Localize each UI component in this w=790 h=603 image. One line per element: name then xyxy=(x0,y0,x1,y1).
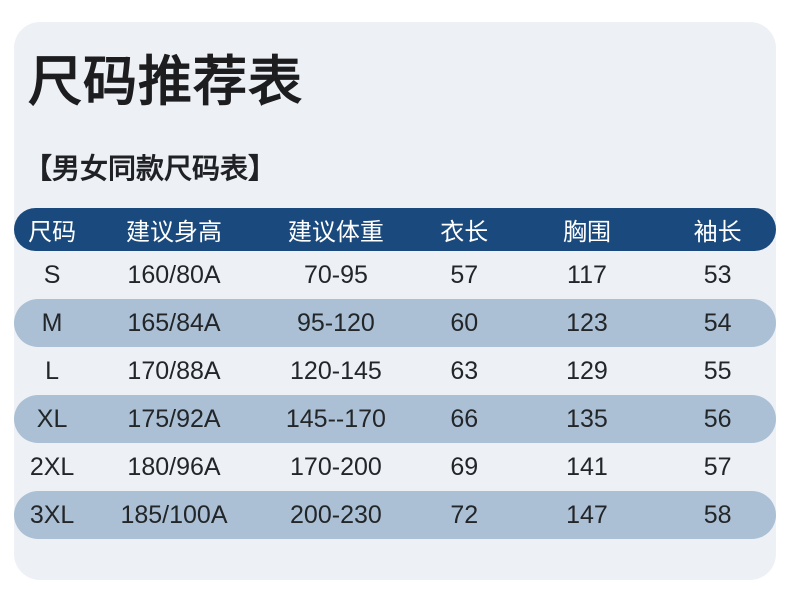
header-cell: 建议身高 xyxy=(126,219,222,247)
table-cell: XL xyxy=(36,404,68,433)
table-cell: 117 xyxy=(567,260,607,289)
table-cell: 165/84A xyxy=(127,308,221,337)
table-cell: 170/88A xyxy=(127,356,221,385)
table-cell: 60 xyxy=(450,308,479,337)
table-cell: L xyxy=(45,356,60,385)
header-cell: 尺码 xyxy=(28,219,77,247)
table-cell: 135 xyxy=(566,404,608,433)
page-title: 尺码推荐表 xyxy=(28,52,303,112)
header-cell: 胸围 xyxy=(562,219,611,247)
table-cell: 120-145 xyxy=(290,356,382,385)
table-row: 2XL 180/96A 170-200 69 141 57 xyxy=(14,443,776,491)
table-cell: 129 xyxy=(566,356,608,385)
table-row: 3XL 185/100A 200-230 72 147 58 xyxy=(14,491,776,540)
table-row: L 170/88A 120-145 63 129 55 xyxy=(14,347,776,395)
table-cell: 72 xyxy=(450,500,479,529)
table-cell: 66 xyxy=(450,404,479,433)
size-chart-card: 尺码推荐表 【男女同款尺码表】 尺码 建议身高 建议体重 衣长 胸围 袖长 S 160/80… xyxy=(14,22,776,580)
header-cell: 衣长 xyxy=(440,219,489,247)
table-cell: 123 xyxy=(566,308,608,337)
table-cell: 56 xyxy=(703,404,732,433)
section-subtitle: 【男女同款尺码表】 xyxy=(24,152,277,184)
table-cell: 53 xyxy=(703,260,732,289)
table-row: M 165/84A 95-120 60 123 54 xyxy=(14,299,776,348)
table-cell: 175/92A xyxy=(127,404,221,433)
header-cell: 袖长 xyxy=(693,219,742,247)
table-row: XL 175/92A 145--170 66 135 56 xyxy=(14,395,776,444)
table-row: S 160/80A 70-95 57 117 53 xyxy=(14,251,776,299)
table-cell: 3XL xyxy=(29,500,75,529)
table-cell: 147 xyxy=(566,500,608,529)
table-cell: 70-95 xyxy=(303,260,368,289)
size-table-header: 尺码 建议身高 建议体重 衣长 胸围 袖长 xyxy=(14,208,776,252)
table-cell: 95-120 xyxy=(296,308,375,337)
size-table-body: S 160/80A 70-95 57 117 53 M 165/84A 95-120 60 123 5… xyxy=(14,251,776,540)
table-cell: 145--170 xyxy=(285,404,386,433)
table-cell: 170-200 xyxy=(290,452,382,481)
table-cell: 58 xyxy=(703,500,732,529)
table-cell: 180/96A xyxy=(127,452,221,481)
table-cell: 2XL xyxy=(29,452,75,481)
table-cell: S xyxy=(43,260,61,289)
table-cell: 141 xyxy=(566,452,608,481)
table-cell: 54 xyxy=(703,308,732,337)
table-cell: 55 xyxy=(703,356,732,385)
table-cell: 185/100A xyxy=(120,500,228,529)
table-cell: 57 xyxy=(450,260,479,289)
size-table: 尺码 建议身高 建议体重 衣长 胸围 袖长 S 160/80A 70-95 57 117 53 M 16… xyxy=(14,208,776,540)
table-cell: 63 xyxy=(450,356,479,385)
header-cell: 建议体重 xyxy=(287,219,384,247)
table-cell: 69 xyxy=(450,452,479,481)
table-cell: 57 xyxy=(703,452,732,481)
table-cell: 200-230 xyxy=(290,500,382,529)
table-cell: M xyxy=(41,308,63,337)
table-cell: 160/80A xyxy=(127,260,221,289)
